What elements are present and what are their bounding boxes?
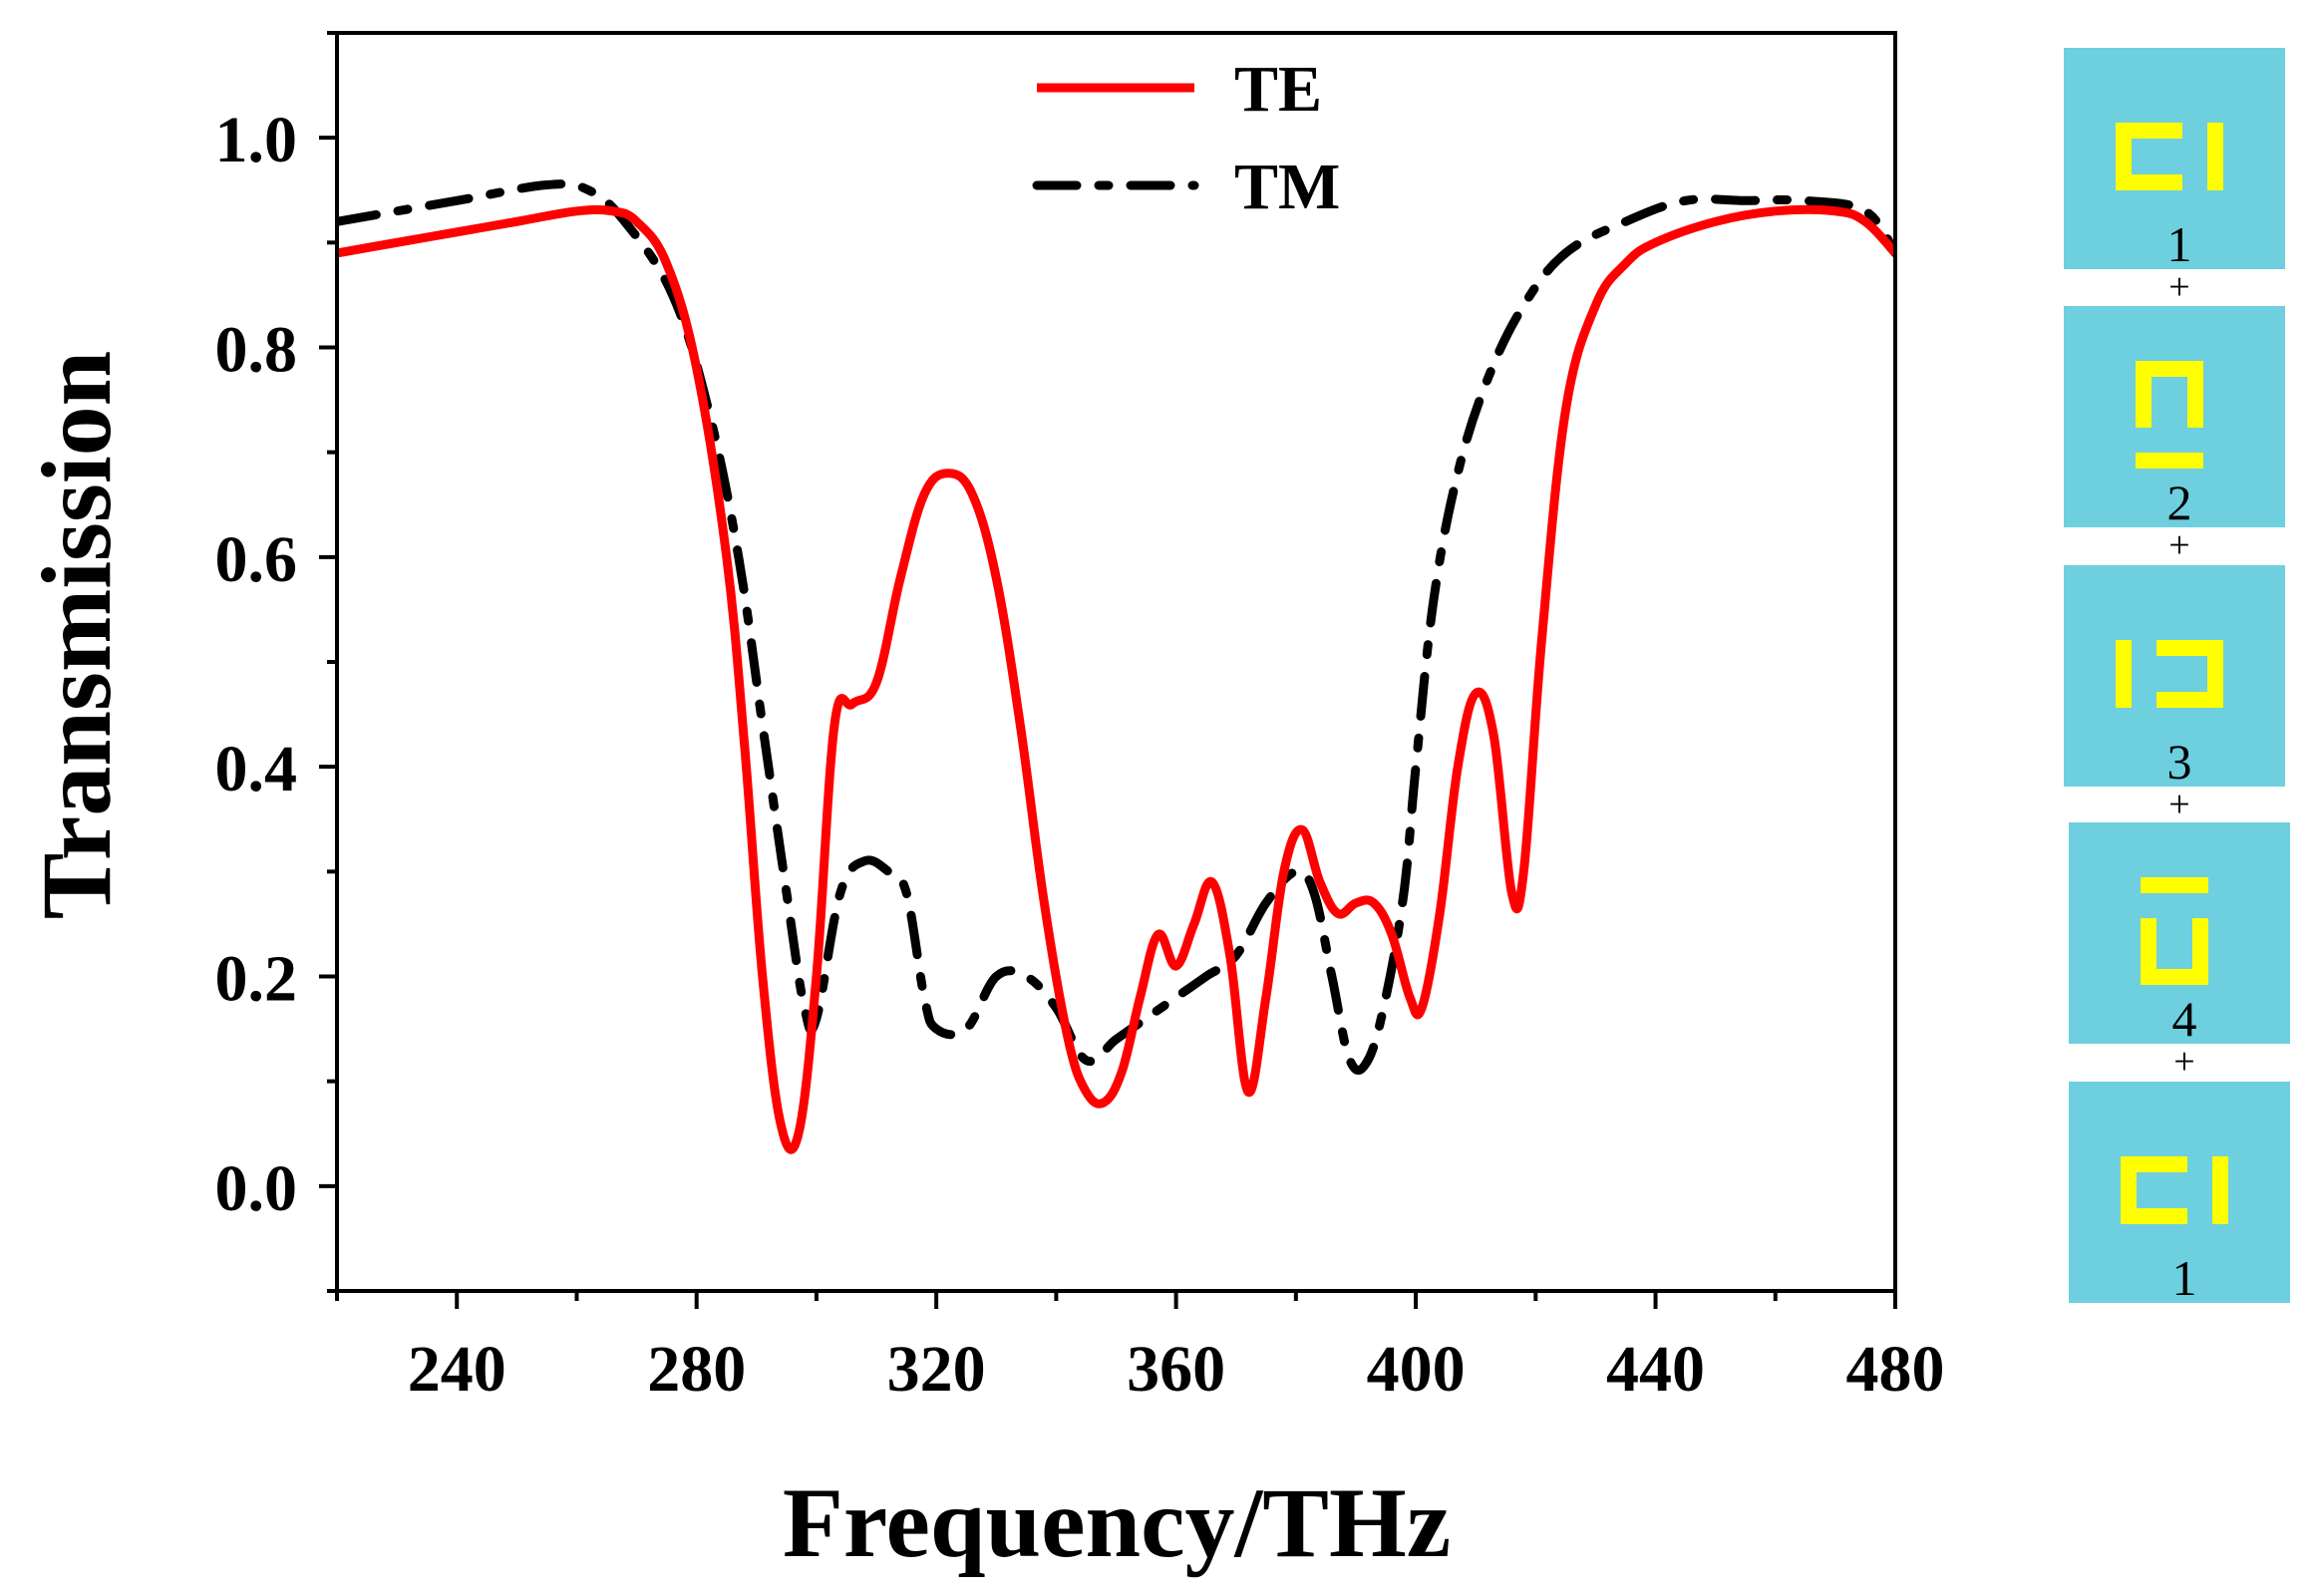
ring-bottom-arm [2156,640,2223,656]
y-axis-title: Transmission [21,351,132,920]
split-ring-resonator [2121,1156,2228,1224]
legend-label-te: TE [1234,53,1322,126]
ring-bar [2207,123,2223,190]
unit-cell-label: 2 [2167,475,2192,530]
series-line-tm [337,179,1895,1076]
plus-separator: + [2168,784,2189,825]
ring-bar [2141,877,2208,893]
unit-cell-tile-5: 1 [2069,1082,2290,1306]
unit-cell-tile-4: 4 [2069,822,2290,1047]
unit-cell-label: 4 [2172,991,2197,1047]
ring-back [2121,1156,2137,1224]
unit-cell-label: 1 [2172,1250,2197,1306]
x-tick-label: 280 [647,1333,746,1406]
y-tick-label: 0.2 [215,943,298,1016]
ring-back [2116,123,2132,190]
ring-back [2136,361,2203,377]
ring-back [2141,969,2208,985]
split-ring-resonator [2116,640,2223,708]
split-ring-resonator [2136,361,2203,469]
x-tick-label: 360 [1127,1333,1225,1406]
plus-separator: + [2168,266,2189,308]
unit-cell-label: 1 [2167,216,2192,272]
x-tick-label: 240 [408,1333,506,1406]
ring-top-arm [2121,1156,2187,1172]
tile-background [2064,565,2285,787]
unit-cell-sequence-panel: 1+2+3+4+1 [2064,48,2290,1306]
legend-label-tm: TM [1234,151,1340,223]
unit-cell-tile-2: 2 [2064,306,2285,530]
x-tick-label: 320 [887,1333,986,1406]
ring-top-arm [2156,692,2223,708]
unit-cell-tile-3: 3 [2064,565,2285,790]
plus-separator: + [2173,1041,2194,1083]
split-ring-resonator [2141,877,2208,985]
x-tick-label: 440 [1606,1333,1705,1406]
ring-top-arm [2116,123,2182,139]
y-tick-label: 0.4 [215,733,298,805]
y-tick-label: 0.6 [215,523,298,596]
ring-bar [2116,640,2132,708]
axes-layer: 240 280 320 360 400 440 480 0.0 0.2 0.4 0.6 0.8 1.0 [215,31,1945,1406]
unit-cell-label: 3 [2167,734,2192,790]
tile-background [2069,1082,2290,1303]
x-tick-label: 400 [1367,1333,1466,1406]
x-tick-label: 480 [1846,1333,1945,1406]
ring-bar [2212,1156,2228,1224]
unit-cell-tile-1: 1 [2064,48,2285,272]
ring-top-arm [2187,361,2203,428]
tile-background [2064,306,2285,527]
y-tick-label: 1.0 [215,104,298,176]
ring-bar [2136,453,2203,469]
tile-background [2064,48,2285,269]
series-line-te [337,204,1895,1154]
transmission-chart: 240 280 320 360 400 440 4800.00.20.40.60.81.0 … [21,31,1945,1578]
ring-bottom-arm [2136,361,2151,428]
x-axis-title: Frequency/THz [783,1467,1451,1578]
legend: TE TM [1032,53,1340,223]
series-layer [337,179,1895,1154]
y-tick-label: 0.0 [215,1152,298,1225]
plus-separator: + [2168,524,2189,566]
ring-bottom-arm [2192,918,2208,985]
y-tick-label: 0.8 [215,314,298,387]
ring-back [2207,640,2223,708]
plot-frame [335,31,1897,1293]
ring-bottom-arm [2116,174,2182,190]
tile-background [2069,822,2290,1044]
ring-top-arm [2141,918,2156,985]
split-ring-resonator [2116,123,2223,190]
ring-bottom-arm [2121,1208,2187,1224]
